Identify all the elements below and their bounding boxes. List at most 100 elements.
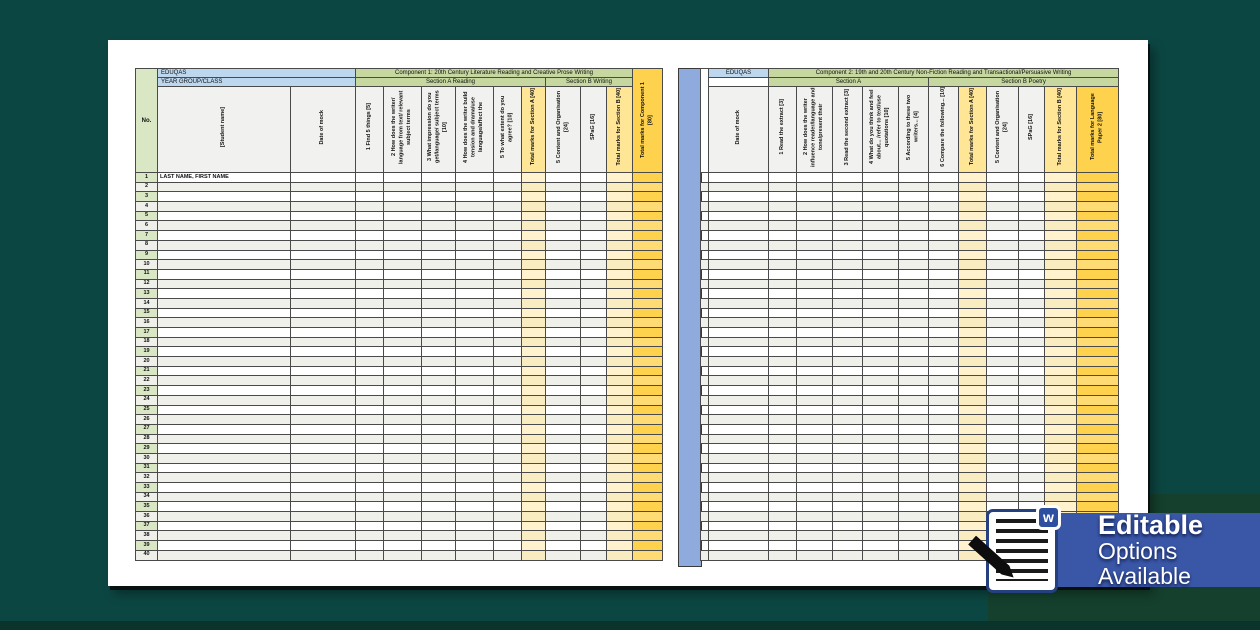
cell[interactable] [1044, 472, 1077, 483]
cell[interactable] [605, 220, 634, 232]
cell[interactable] [898, 210, 929, 222]
cell[interactable] [768, 201, 797, 212]
cell[interactable] [1075, 327, 1120, 338]
cell[interactable] [632, 356, 664, 367]
cell[interactable] [545, 404, 581, 416]
cell[interactable] [862, 404, 899, 416]
cell[interactable] [157, 462, 291, 474]
cell[interactable] [632, 220, 664, 232]
cell[interactable] [832, 278, 863, 290]
cell[interactable] [383, 181, 422, 193]
cell[interactable] [1044, 268, 1077, 280]
cell[interactable] [928, 239, 959, 251]
cell[interactable] [898, 172, 929, 183]
cell[interactable] [958, 220, 987, 232]
cell[interactable] [958, 278, 987, 290]
cell[interactable] [580, 404, 607, 416]
cell[interactable] [521, 491, 546, 503]
cell[interactable] [455, 181, 494, 193]
cell[interactable] [832, 530, 863, 542]
cell[interactable] [605, 346, 634, 358]
cell[interactable] [1044, 452, 1077, 464]
cell[interactable] [796, 452, 833, 464]
cell[interactable] [1075, 375, 1120, 387]
cell[interactable] [796, 462, 833, 474]
cell[interactable] [796, 307, 833, 319]
cell[interactable] [958, 404, 987, 416]
cell[interactable] [455, 210, 494, 222]
cell[interactable] [580, 356, 607, 367]
cell[interactable] [521, 452, 546, 464]
cell[interactable] [708, 511, 769, 522]
cell[interactable] [1075, 278, 1120, 290]
cell[interactable] [898, 462, 929, 474]
cell[interactable] [355, 191, 384, 203]
cell[interactable] [898, 375, 929, 387]
cell[interactable] [958, 249, 987, 261]
cell[interactable] [455, 385, 494, 396]
cell[interactable] [421, 210, 456, 222]
cell[interactable] [768, 336, 797, 348]
cell[interactable] [521, 385, 546, 396]
cell[interactable] [1018, 239, 1045, 251]
cell[interactable] [928, 191, 959, 203]
cell[interactable] [355, 423, 384, 435]
cell[interactable] [796, 356, 833, 367]
cell[interactable] [383, 230, 422, 241]
cell[interactable] [1018, 423, 1045, 435]
cell[interactable] [1075, 181, 1120, 193]
cell[interactable] [157, 336, 291, 348]
cell[interactable] [832, 462, 863, 474]
cell[interactable] [421, 201, 456, 212]
cell[interactable] [421, 307, 456, 319]
cell[interactable] [796, 230, 833, 241]
cell[interactable] [708, 259, 769, 270]
cell[interactable] [1018, 472, 1045, 483]
cell[interactable] [986, 181, 1019, 193]
cell[interactable] [768, 385, 797, 396]
cell[interactable] [700, 191, 709, 203]
cell[interactable] [1044, 259, 1077, 270]
cell[interactable] [455, 307, 494, 319]
cell[interactable] [700, 239, 709, 251]
cell[interactable] [580, 501, 607, 513]
cell[interactable] [708, 365, 769, 377]
cell[interactable] [832, 239, 863, 251]
cell[interactable] [898, 201, 929, 212]
cell[interactable] [290, 356, 356, 367]
cell[interactable] [521, 288, 546, 299]
cell[interactable] [383, 423, 422, 435]
cell[interactable] [796, 220, 833, 232]
cell[interactable] [862, 452, 899, 464]
cell[interactable] [290, 297, 356, 309]
cell[interactable] [545, 443, 581, 454]
cell[interactable] [708, 288, 769, 299]
cell[interactable] [580, 239, 607, 251]
cell[interactable] [708, 423, 769, 435]
cell[interactable] [796, 336, 833, 348]
cell[interactable] [700, 210, 709, 222]
cell[interactable] [1044, 249, 1077, 261]
cell[interactable] [580, 336, 607, 348]
cell[interactable] [521, 210, 546, 222]
cell[interactable] [290, 365, 356, 377]
cell[interactable] [290, 191, 356, 203]
cell[interactable] [355, 501, 384, 513]
cell[interactable] [1044, 288, 1077, 299]
cell[interactable] [455, 365, 494, 377]
cell[interactable] [632, 520, 664, 532]
cell[interactable] [605, 365, 634, 377]
cell[interactable] [768, 540, 797, 551]
cell[interactable] [832, 482, 863, 493]
cell[interactable] [958, 259, 987, 270]
cell[interactable] [455, 249, 494, 261]
cell[interactable] [700, 540, 709, 551]
cell[interactable] [958, 414, 987, 425]
cell[interactable] [383, 462, 422, 474]
cell[interactable] [493, 423, 522, 435]
cell[interactable] [580, 297, 607, 309]
cell[interactable] [157, 433, 291, 445]
cell[interactable] [383, 375, 422, 387]
cell[interactable] [383, 414, 422, 425]
cell[interactable] [1075, 404, 1120, 416]
